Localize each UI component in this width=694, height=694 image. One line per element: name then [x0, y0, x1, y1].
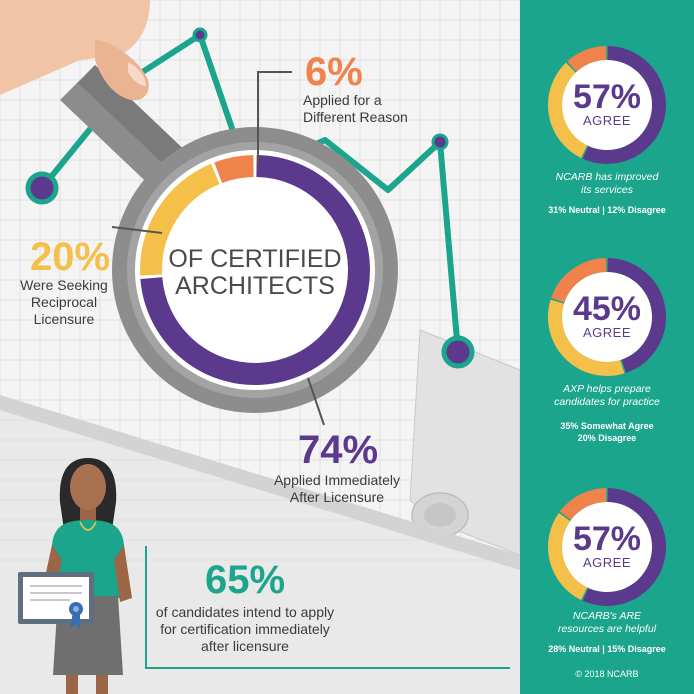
woman-leg-left — [66, 675, 78, 694]
orange-pct-label: 6% — [305, 50, 363, 94]
graph-node — [431, 133, 449, 151]
panel-caption-3: NCARB's ARE resources are helpful — [532, 610, 682, 636]
panel-donut-value-3: 57% — [572, 520, 642, 558]
panel-donut-2-slice-agree — [607, 258, 666, 373]
panel-donut-1-slice-disagree — [567, 46, 607, 72]
magnifying-glass-icon — [60, 65, 398, 413]
panel-caption-2-line2: candidates for practice — [554, 396, 660, 408]
panel-caption-3-line2: resources are helpful — [557, 623, 657, 635]
hand-thumb — [95, 40, 149, 101]
panel-donut-2-slice-disagree — [551, 258, 607, 303]
woman-face — [70, 464, 106, 510]
woman-leg-right — [96, 675, 108, 694]
callout-line2: for certification immediately — [160, 621, 330, 637]
panel-donut-agree-1: AGREE — [582, 113, 631, 128]
panel-donut-1-slice-agree — [582, 46, 666, 164]
leader-yellow — [111, 226, 163, 234]
paper-shadow — [0, 395, 520, 570]
orange-caption: Applied for a Different Reason — [303, 92, 408, 126]
graph-node — [192, 27, 208, 43]
hand-icon — [0, 0, 150, 101]
panel-sub-3: 28% Neutral | 15% Disagree — [548, 644, 666, 654]
woman-necklace — [79, 521, 97, 531]
panel-caption-3-line1: NCARB's ARE — [572, 610, 642, 622]
purple-caption-line1: Applied Immediately — [273, 472, 401, 488]
main-donut-slice-applied-immediately-after-licensure — [140, 155, 370, 385]
orange-caption-line1: Applied for a — [303, 92, 382, 108]
leader-lines — [111, 71, 325, 426]
woman-arm-right — [114, 545, 132, 602]
panel-donut-charts — [548, 46, 666, 606]
panel-donut-3-slice-disagree — [559, 488, 607, 521]
panel-caption-2: AXP helps prepare candidates for practic… — [532, 383, 682, 409]
copyright: © 2018 NCARB — [575, 669, 639, 679]
magnifier-lens — [135, 150, 375, 390]
panel-sub-1: 31% Neutral | 12% Disagree — [548, 205, 666, 215]
panel-donut-3-center-fill — [562, 502, 652, 592]
panel-donut-1-slice-neutral — [548, 62, 588, 158]
panel-donut-center-3: 57% AGREE — [552, 522, 662, 570]
callout-pct: 65% — [204, 558, 286, 602]
ribbon-icon — [69, 602, 83, 630]
panel-donut-center-2: 45% AGREE — [552, 292, 662, 340]
panel-donut-3-slice-neutral — [548, 513, 588, 600]
center-title-line2: ARCHITECTS — [175, 272, 335, 300]
panel-donut-1-center-fill — [562, 60, 652, 150]
callout-line1: of candidates intend to apply — [155, 604, 335, 620]
panel-donut-value-1: 57% — [572, 78, 642, 116]
callout-frame — [145, 546, 510, 669]
paper-roll-inner — [424, 503, 456, 527]
hand-nail — [128, 62, 146, 86]
panel-sub-2: 35% Somewhat Agree 20% Disagree — [532, 420, 682, 444]
purple-caption: Applied Immediately After Licensure — [272, 472, 402, 506]
panel-donut-2-slice-somewhat-agree — [548, 299, 625, 376]
purple-caption-line2: After Licensure — [289, 489, 385, 505]
yellow-caption-line3: Licensure — [33, 311, 95, 327]
panel-caption-1-line2: its services — [581, 184, 633, 196]
woman-neck — [80, 505, 96, 523]
purple-pct-label: 74% — [298, 428, 379, 472]
yellow-caption: Were Seeking Reciprocal Licensure — [14, 277, 114, 328]
certificate-icon — [18, 572, 94, 630]
panel-donut-agree-2: AGREE — [582, 325, 631, 340]
callout-caption: of candidates intend to apply for certif… — [155, 604, 335, 655]
panel-caption-2-line1: AXP helps prepare — [563, 383, 651, 395]
donut-center-title: OF CERTIFIED ARCHITECTS — [155, 246, 355, 300]
magnifier-handle-shade — [78, 65, 195, 178]
panel-donut-3-slice-agree — [582, 488, 666, 606]
ribbon-tail — [70, 612, 80, 630]
yellow-caption-line1: Were Seeking — [20, 277, 108, 293]
panel-sub-2-line2: 20% Disagree — [577, 433, 637, 443]
yellow-caption-line2: Reciprocal — [30, 294, 98, 310]
main-donut-chart — [140, 155, 370, 385]
orange-caption-line2: Different Reason — [303, 109, 408, 125]
graph-node — [25, 171, 59, 205]
center-title-line1: OF CERTIFIED — [168, 245, 342, 273]
main-donut-slice-were-seeking-reciprocal-licensure — [140, 163, 220, 276]
panel-donut-agree-3: AGREE — [582, 555, 631, 570]
leader-purple — [307, 377, 325, 426]
panel-caption-1-line1: NCARB has improved — [555, 171, 659, 183]
leader-orange — [257, 71, 292, 164]
hand-arm — [0, 0, 150, 95]
panel-donut-2-center-fill — [562, 272, 652, 362]
ribbon-seal-center — [73, 606, 79, 612]
main-donut-slice-applied-for-a-different-reason — [214, 155, 254, 184]
callout-line3: after licensure — [201, 638, 289, 654]
panel-caption-1: NCARB has improved its services — [532, 171, 682, 197]
panel-sub-2-line1: 35% Somewhat Agree — [560, 421, 654, 431]
yellow-pct-label: 20% — [30, 235, 111, 279]
panel-donut-value-2: 45% — [572, 290, 642, 328]
panel-donut-center-1: 57% AGREE — [552, 80, 662, 128]
graph-node — [441, 335, 475, 369]
